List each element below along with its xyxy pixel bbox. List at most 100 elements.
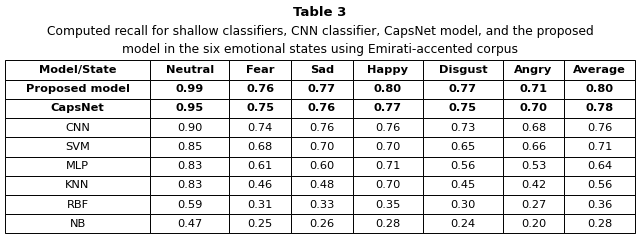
Text: 0.60: 0.60 (309, 161, 335, 171)
Text: 0.68: 0.68 (521, 123, 546, 133)
Bar (5, 214, 150, 233)
Text: Fear: Fear (246, 65, 275, 75)
Bar (150, 99, 229, 118)
Bar (150, 195, 229, 214)
Text: 0.71: 0.71 (587, 142, 612, 152)
Bar (5, 157, 150, 176)
Text: 0.66: 0.66 (521, 142, 546, 152)
Bar (423, 176, 502, 195)
Text: 0.65: 0.65 (451, 142, 476, 152)
Bar (423, 99, 502, 118)
Bar (564, 80, 635, 99)
Bar (564, 157, 635, 176)
Text: 0.26: 0.26 (309, 219, 335, 229)
Bar (353, 118, 423, 137)
Text: 0.83: 0.83 (177, 161, 202, 171)
Bar (353, 176, 423, 195)
Text: SVM: SVM (65, 142, 90, 152)
Text: MLP: MLP (66, 161, 89, 171)
Bar (150, 60, 229, 80)
Text: 0.76: 0.76 (246, 84, 275, 94)
Bar (5, 99, 150, 118)
Bar (423, 137, 502, 157)
Text: 0.56: 0.56 (587, 180, 612, 190)
Bar (564, 214, 635, 233)
Text: 0.42: 0.42 (521, 180, 546, 190)
Bar (423, 157, 502, 176)
Text: 0.71: 0.71 (375, 161, 401, 171)
Text: Computed recall for shallow classifiers, CNN classifier, CapsNet model, and the : Computed recall for shallow classifiers,… (47, 25, 593, 38)
Bar (291, 157, 353, 176)
Text: 0.99: 0.99 (175, 84, 204, 94)
Text: 0.74: 0.74 (248, 123, 273, 133)
Text: 0.76: 0.76 (375, 123, 401, 133)
Bar (564, 137, 635, 157)
Bar (5, 60, 150, 80)
Text: 0.47: 0.47 (177, 219, 202, 229)
Bar (502, 214, 564, 233)
Text: 0.80: 0.80 (586, 84, 614, 94)
Text: NB: NB (69, 219, 86, 229)
Text: 0.68: 0.68 (248, 142, 273, 152)
Bar (423, 214, 502, 233)
Text: 0.20: 0.20 (521, 219, 546, 229)
Text: Table 3: Table 3 (293, 6, 347, 19)
Bar (229, 137, 291, 157)
Text: 0.90: 0.90 (177, 123, 202, 133)
Bar (423, 60, 502, 80)
Text: 0.76: 0.76 (309, 123, 335, 133)
Text: 0.77: 0.77 (308, 84, 336, 94)
Bar (502, 137, 564, 157)
Bar (291, 214, 353, 233)
Bar (353, 99, 423, 118)
Text: 0.70: 0.70 (520, 104, 547, 114)
Bar (229, 195, 291, 214)
Text: model in the six emotional states using Emirati-accented corpus: model in the six emotional states using … (122, 43, 518, 56)
Text: 0.31: 0.31 (248, 200, 273, 210)
Bar (5, 176, 150, 195)
Text: 0.28: 0.28 (375, 219, 401, 229)
Bar (423, 80, 502, 99)
Text: 0.53: 0.53 (521, 161, 546, 171)
Text: 0.28: 0.28 (587, 219, 612, 229)
Bar (502, 195, 564, 214)
Bar (229, 118, 291, 137)
Bar (502, 99, 564, 118)
Bar (502, 118, 564, 137)
Bar (5, 118, 150, 137)
Text: 0.25: 0.25 (248, 219, 273, 229)
Text: 0.24: 0.24 (451, 219, 476, 229)
Bar (564, 99, 635, 118)
Text: 0.61: 0.61 (248, 161, 273, 171)
Text: 0.85: 0.85 (177, 142, 202, 152)
Bar (5, 80, 150, 99)
Text: 0.95: 0.95 (175, 104, 204, 114)
Text: 0.70: 0.70 (375, 142, 401, 152)
Bar (291, 118, 353, 137)
Bar (150, 80, 229, 99)
Text: 0.46: 0.46 (248, 180, 273, 190)
Text: 0.80: 0.80 (374, 84, 402, 94)
Text: CapsNet: CapsNet (51, 104, 104, 114)
Bar (502, 80, 564, 99)
Text: 0.77: 0.77 (374, 104, 402, 114)
Text: 0.33: 0.33 (309, 200, 335, 210)
Bar (353, 60, 423, 80)
Bar (353, 195, 423, 214)
Text: 0.75: 0.75 (449, 104, 477, 114)
Text: Average: Average (573, 65, 626, 75)
Text: 0.56: 0.56 (451, 161, 476, 171)
Text: 0.48: 0.48 (309, 180, 335, 190)
Text: KNN: KNN (65, 180, 90, 190)
Bar (353, 80, 423, 99)
Bar (150, 157, 229, 176)
Bar (564, 176, 635, 195)
Text: 0.83: 0.83 (177, 180, 202, 190)
Text: 0.78: 0.78 (586, 104, 614, 114)
Text: 0.76: 0.76 (308, 104, 336, 114)
Bar (150, 214, 229, 233)
Bar (150, 137, 229, 157)
Bar (502, 176, 564, 195)
Text: 0.71: 0.71 (520, 84, 547, 94)
Text: Proposed model: Proposed model (26, 84, 129, 94)
